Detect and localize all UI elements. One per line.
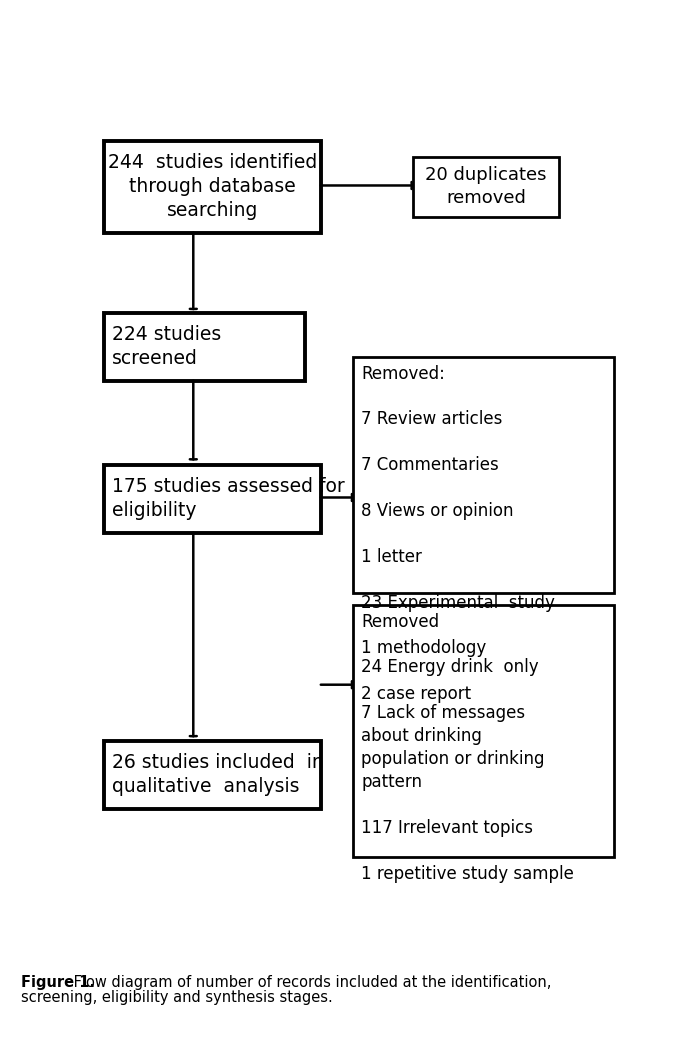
Text: 224 studies
screened: 224 studies screened <box>112 325 221 368</box>
Text: 26 studies included  in
qualitative  analysis: 26 studies included in qualitative analy… <box>112 753 323 796</box>
Bar <box>354 356 614 592</box>
Bar <box>104 741 321 808</box>
Text: Flow diagram of number of records included at the identification,: Flow diagram of number of records includ… <box>69 975 551 989</box>
Text: Removed

24 Energy drink  only

7 Lack of messages
about drinking
population or : Removed 24 Energy drink only 7 Lack of m… <box>361 613 574 882</box>
Text: Removed:

7 Review articles

7 Commentaries

8 Views or opinion

1 letter

23 Ex: Removed: 7 Review articles 7 Commentarie… <box>361 365 555 703</box>
Bar <box>104 464 321 533</box>
Bar <box>413 157 559 217</box>
Text: screening, eligibility and synthesis stages.: screening, eligibility and synthesis sta… <box>21 990 332 1005</box>
Text: 175 studies assessed for
eligibility: 175 studies assessed for eligibility <box>112 477 344 521</box>
Bar <box>104 313 304 380</box>
Text: 20 duplicates
removed: 20 duplicates removed <box>426 166 547 207</box>
Text: 244  studies identified
through database
searching: 244 studies identified through database … <box>108 153 317 220</box>
Bar <box>104 140 321 233</box>
Bar <box>354 605 614 857</box>
Text: Figure 1.: Figure 1. <box>21 975 95 989</box>
